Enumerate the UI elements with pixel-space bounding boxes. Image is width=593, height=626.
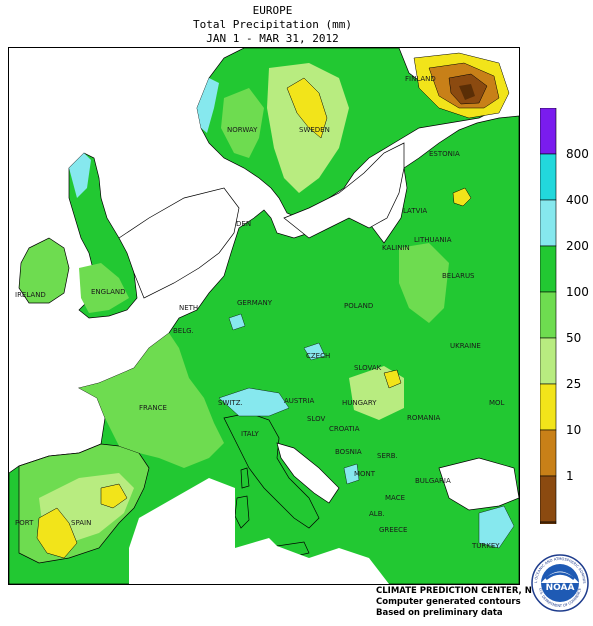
label-ireland: IRELAND [15, 291, 46, 299]
label-switz: SWITZ. [218, 399, 243, 407]
map-region-title: EUROPE [252, 4, 293, 17]
label-neth: NETH [179, 304, 198, 312]
precipitation-map: FINLAND NORWAY SWEDEN ESTONIA LATVIA DEN… [8, 47, 520, 585]
label-port: PORT [15, 519, 34, 527]
label-slov: SLOV [307, 415, 325, 423]
label-mace: MACE [385, 494, 405, 502]
mediterranean-sea [129, 478, 389, 584]
credit-line-2: Computer generated contours [376, 597, 521, 607]
contour-25-sweden [286, 77, 328, 139]
label-slovak: SLOVAK [354, 364, 382, 372]
legend-tick-label: 1 [566, 469, 574, 483]
contour-50-east [399, 243, 449, 323]
contour-50-sweden [267, 63, 349, 193]
contour-200-turkey [478, 505, 515, 549]
label-greece: GREECE [379, 526, 407, 534]
label-england: ENGLAND [91, 288, 126, 296]
label-bulgaria: BULGARIA [415, 477, 451, 485]
credit-block: CLIMATE PREDICTION CENTER, NOAA Computer… [376, 586, 552, 619]
label-italy: ITALY [241, 430, 260, 438]
label-kalinin: KALININ [382, 244, 410, 252]
label-turkey: TURKEY [471, 542, 500, 550]
credit-line-3: Based on preliminary data [376, 608, 503, 618]
label-latvia: LATVIA [403, 207, 427, 215]
label-serb: SERB. [377, 452, 398, 460]
legend-swatch [540, 383, 557, 431]
contour-200-norway-coast [197, 78, 219, 133]
map-canvas: FINLAND NORWAY SWEDEN ESTONIA LATVIA DEN… [9, 48, 519, 584]
label-poland: POLAND [344, 302, 373, 310]
corsica [240, 467, 250, 489]
legend-colorbar: 800 400 200 100 50 25 10 1 [540, 108, 589, 524]
label-alb: ALB. [369, 510, 385, 518]
legend-swatch [540, 429, 557, 477]
label-czech: CZECH [306, 352, 330, 360]
label-spain: SPAIN [71, 519, 91, 527]
label-den: DEN [236, 220, 251, 228]
legend-tick-label: 10 [566, 423, 581, 437]
label-finland: FINLAND [405, 75, 436, 83]
label-sweden: SWEDEN [299, 126, 330, 134]
label-germany: GERMANY [237, 299, 273, 307]
legend-tick-label: 50 [566, 331, 581, 345]
contour-200-germany [228, 313, 246, 331]
legend-tick-label: 200 [566, 239, 589, 253]
map-period-title: JAN 1 - MAR 31, 2012 [206, 32, 339, 45]
credit-line-1: CLIMATE PREDICTION CENTER, NOAA [376, 586, 552, 596]
baltic-sea [283, 142, 405, 239]
noaa-seal: NOAA NATIONAL OCEANIC AND ATMOSPHERIC AD… [529, 543, 589, 612]
label-belarus: BELARUS [442, 272, 475, 280]
label-belg: BELG. [173, 327, 194, 335]
contour-50-norway [221, 88, 264, 158]
italy [223, 412, 320, 529]
great-britain [68, 152, 138, 319]
legend-swatch [540, 108, 557, 155]
noaa-logo-text: NOAA [546, 583, 575, 593]
label-austria: AUSTRIA [284, 397, 315, 405]
legend-swatch [540, 337, 557, 385]
contour-25-spain [36, 507, 78, 559]
ireland [18, 237, 70, 304]
contour-50-west [79, 333, 224, 468]
label-ukraine: UKRAINE [450, 342, 481, 350]
legend-swatch [540, 475, 557, 523]
contour-200-czech [303, 342, 326, 361]
contour-200-latvia-west [407, 198, 439, 233]
legend-tick-label: 100 [566, 285, 589, 299]
label-croatia: CROATIA [329, 425, 360, 433]
map-variable-title: Total Precipitation (mm) [193, 18, 352, 31]
legend-tick-label: 25 [566, 377, 581, 391]
precipitation-legend: 800 400 200 100 50 25 10 1 [540, 108, 590, 524]
label-hungary: HUNGARY [342, 399, 377, 407]
label-romania: ROMANIA [407, 414, 441, 422]
label-lithuania: LITHUANIA [414, 236, 452, 244]
contour-200-montenegro [343, 463, 360, 485]
sardinia [234, 495, 250, 529]
label-mol: MOL [489, 399, 505, 407]
legend-swatch [540, 245, 557, 293]
contour-25-hungary [383, 369, 402, 389]
adriatic-sea [276, 442, 340, 504]
legend-swatch [540, 199, 557, 247]
legend-swatch [540, 521, 557, 524]
contour-lowest-finland [459, 84, 475, 100]
contour-25-latvia [452, 187, 472, 207]
label-norway: NORWAY [227, 126, 258, 134]
contour-200-scotland [69, 153, 91, 198]
legend-swatch [540, 291, 557, 339]
contour-200-alps [218, 387, 290, 417]
label-mont: MONT [354, 470, 376, 478]
north-sea [118, 187, 240, 299]
label-bosnia: BOSNIA [335, 448, 362, 456]
noaa-logo: NOAA NATIONAL OCEANIC AND ATMOSPHERIC AD… [529, 543, 589, 624]
legend-tick-label: 400 [566, 193, 589, 207]
legend-tick-label: 800 [566, 147, 589, 161]
legend-swatch [540, 153, 557, 201]
contour-50-south-england [79, 263, 129, 313]
label-estonia: ESTONIA [429, 150, 460, 158]
black-sea [438, 457, 519, 511]
contour-25-spain-east [100, 483, 128, 509]
label-france: FRANCE [139, 404, 167, 412]
